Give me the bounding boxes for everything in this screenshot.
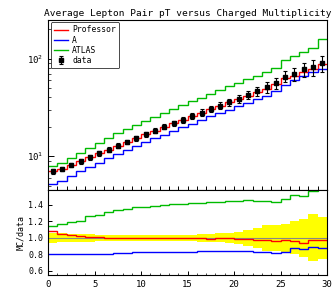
Professor [139, 132, 143, 136]
ATLAS [316, 38, 320, 41]
Professor [121, 144, 124, 147]
A [93, 161, 97, 164]
ATLAS [223, 88, 227, 92]
Professor [325, 63, 329, 66]
A [325, 67, 329, 71]
ATLAS [130, 127, 134, 131]
Line: A: A [48, 69, 327, 184]
A [121, 152, 124, 156]
ATLAS [46, 164, 50, 168]
Professor [223, 104, 227, 108]
A [139, 144, 143, 148]
ATLAS [139, 123, 143, 127]
Line: ATLAS: ATLAS [48, 40, 327, 166]
Professor [316, 63, 320, 66]
Professor [130, 140, 134, 144]
A [139, 140, 143, 144]
Legend: Professor, A, ATLAS, data: Professor, A, ATLAS, data [50, 22, 120, 68]
Title: Average Lepton Pair pT versus Charged Multiplicity: Average Lepton Pair pT versus Charged Mu… [44, 9, 331, 18]
A [46, 182, 50, 186]
Line: Professor: Professor [48, 64, 327, 171]
Professor [93, 151, 97, 155]
A [130, 148, 134, 152]
A [316, 67, 320, 71]
ATLAS [121, 132, 124, 135]
Y-axis label: MC/data: MC/data [17, 215, 26, 250]
A [223, 111, 227, 115]
ATLAS [139, 119, 143, 123]
ATLAS [93, 141, 97, 145]
Professor [139, 136, 143, 140]
Professor [46, 169, 50, 173]
ATLAS [325, 38, 329, 41]
